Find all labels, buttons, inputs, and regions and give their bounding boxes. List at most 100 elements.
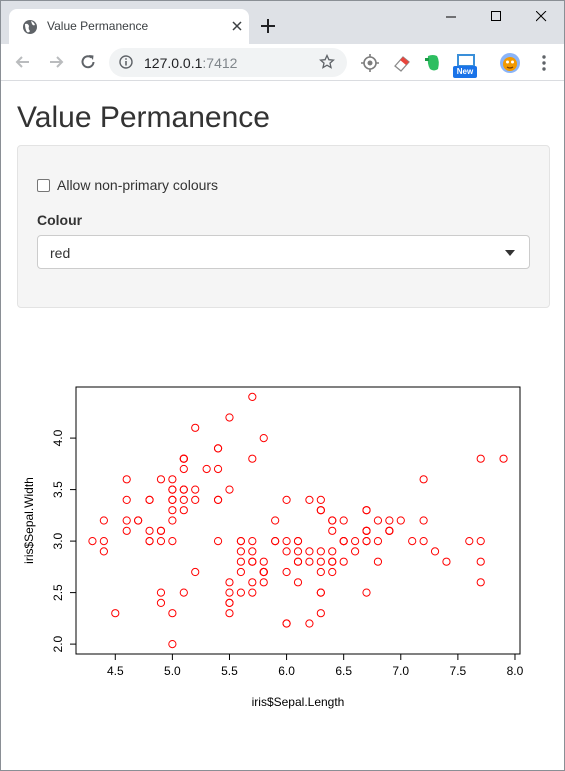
data-point	[191, 567, 200, 577]
data-point	[156, 588, 166, 597]
data-point	[145, 495, 154, 504]
data-point	[373, 557, 383, 566]
data-point	[225, 609, 234, 618]
menu-dots-icon[interactable]	[533, 52, 555, 74]
data-point	[476, 537, 485, 546]
data-point	[282, 495, 291, 504]
tab-strip: Value Permanence	[1, 1, 564, 44]
info-icon[interactable]	[119, 55, 133, 69]
scatter-plot: 4.5 5.0 5.5 6.0 6.5 7.0 7.5 8.0 2.0 2.5 3.0 3.5 4.0…	[22, 386, 524, 709]
close-window-icon	[536, 11, 547, 22]
data-point	[362, 526, 371, 535]
data-point	[282, 547, 291, 556]
colour-select-value: red	[50, 245, 71, 261]
data-point	[499, 454, 508, 463]
screenshot-extension-icon[interactable]	[455, 52, 477, 74]
browser-toolbar: 127.0.0.1:7412	[1, 44, 564, 81]
close-window-button[interactable]	[519, 1, 564, 31]
new-badge: New	[453, 66, 477, 78]
data-point	[236, 537, 246, 546]
data-point	[476, 578, 485, 587]
data-point	[179, 506, 188, 515]
data-point	[316, 588, 325, 597]
data-point	[168, 485, 177, 494]
data-point	[168, 475, 177, 484]
data-point	[430, 547, 440, 556]
eraser-extension-icon[interactable]	[391, 52, 413, 74]
y-tick-label: 2.0	[51, 635, 65, 652]
location-target-icon[interactable]	[359, 52, 381, 74]
y-axis-label: iris$Sepal.Width	[22, 477, 36, 564]
data-point	[191, 423, 200, 432]
data-point	[373, 537, 383, 546]
data-point	[122, 475, 131, 484]
data-point	[465, 537, 474, 546]
data-point	[156, 475, 166, 484]
y-tick-label: 4.0	[51, 429, 65, 446]
page-title: Value Permanence	[17, 101, 270, 134]
data-point	[328, 567, 337, 577]
data-point	[225, 598, 234, 608]
data-point	[385, 526, 394, 535]
data-point	[225, 485, 234, 494]
data-point	[305, 557, 314, 566]
colour-label: Colour	[37, 212, 83, 228]
dropdown-caret-icon[interactable]	[504, 249, 516, 257]
y-axis: 2.0 2.5 3.0 3.5 4.0	[51, 429, 77, 652]
data-point	[305, 495, 314, 504]
page-content: Value Permanence Allow non-primary colou…	[1, 82, 564, 770]
data-point	[236, 557, 246, 566]
data-point	[293, 537, 303, 546]
data-point	[293, 557, 303, 566]
data-point	[179, 495, 188, 504]
new-tab-icon[interactable]	[256, 14, 280, 38]
maximize-button[interactable]	[474, 1, 519, 31]
data-point	[408, 537, 417, 546]
data-point	[271, 537, 280, 546]
x-axis: 4.5 5.0 5.5 6.0 6.5 7.0 7.5 8.0	[107, 653, 524, 678]
x-tick-label: 5.0	[164, 664, 181, 678]
data-point	[99, 537, 108, 546]
data-point	[236, 567, 246, 577]
data-point	[385, 516, 394, 525]
data-point	[282, 619, 291, 628]
data-point	[259, 567, 268, 577]
data-point	[259, 578, 268, 587]
data-point	[202, 464, 211, 474]
bookmark-star-icon[interactable]	[319, 54, 335, 70]
x-tick-label: 6.0	[278, 664, 295, 678]
x-tick-label: 7.0	[392, 664, 409, 678]
checkbox-label[interactable]: Allow non-primary colours	[57, 177, 219, 193]
evernote-icon[interactable]	[422, 52, 444, 74]
data-point	[213, 464, 223, 474]
colour-select[interactable]: red	[37, 235, 530, 269]
data-point	[111, 609, 120, 618]
allow-non-primary-checkbox[interactable]	[37, 178, 50, 192]
close-tab-icon[interactable]	[229, 18, 245, 34]
data-point	[122, 516, 131, 525]
checkbox-row[interactable]: Allow non-primary colours	[37, 177, 218, 193]
x-axis-label: iris$Sepal.Length	[252, 695, 345, 709]
browser-tab[interactable]: Value Permanence	[9, 9, 249, 44]
data-point	[316, 567, 325, 577]
data-point	[259, 557, 268, 566]
globe-icon	[23, 20, 37, 34]
data-point	[213, 537, 223, 546]
data-point	[179, 485, 188, 494]
data-points	[88, 392, 508, 649]
minimize-button[interactable]	[429, 1, 474, 31]
data-point	[168, 537, 177, 546]
data-point	[282, 537, 291, 546]
x-tick-label: 8.0	[507, 664, 524, 678]
back-arrow-icon[interactable]	[13, 52, 33, 72]
y-tick-label: 3.5	[51, 481, 65, 498]
reload-icon[interactable]	[78, 52, 98, 72]
data-point	[122, 526, 131, 535]
data-point	[305, 619, 314, 628]
profile-avatar-icon[interactable]	[499, 52, 521, 74]
forward-arrow-icon[interactable]	[46, 52, 66, 72]
data-point	[293, 578, 303, 587]
data-point	[350, 547, 360, 556]
address-bar[interactable]: 127.0.0.1:7412	[109, 48, 347, 77]
input-panel: Allow non-primary colours Colour red	[17, 145, 550, 308]
